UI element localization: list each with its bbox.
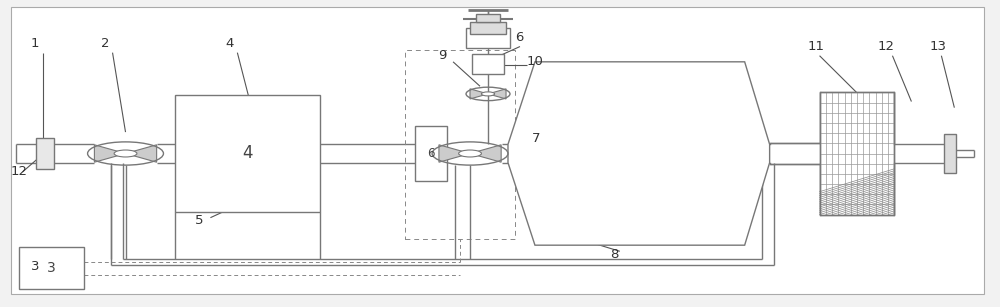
Polygon shape: [488, 89, 506, 99]
Text: 3: 3: [47, 261, 55, 275]
Text: 1: 1: [31, 37, 39, 50]
Text: 12: 12: [11, 165, 28, 178]
Bar: [415, 126, 447, 181]
Text: 4: 4: [225, 37, 234, 50]
Bar: [466, 28, 510, 48]
Bar: [36, 138, 54, 169]
Bar: [820, 92, 894, 215]
Polygon shape: [94, 145, 126, 162]
Text: 3: 3: [31, 260, 39, 273]
Text: 6: 6: [427, 147, 435, 160]
Bar: [175, 95, 320, 212]
Text: 2: 2: [101, 37, 109, 50]
Bar: [19, 247, 84, 290]
Polygon shape: [508, 62, 770, 245]
Text: 12: 12: [877, 40, 894, 53]
Bar: [470, 22, 506, 34]
Text: 7: 7: [532, 132, 540, 145]
Circle shape: [114, 150, 137, 157]
Polygon shape: [470, 89, 488, 99]
Polygon shape: [470, 145, 501, 162]
Circle shape: [459, 150, 481, 157]
Bar: [472, 54, 504, 74]
Text: 5: 5: [195, 214, 204, 227]
Bar: [820, 92, 894, 215]
Text: 6: 6: [515, 31, 523, 44]
Polygon shape: [439, 145, 470, 162]
Text: 9: 9: [438, 49, 446, 62]
Bar: [944, 134, 956, 173]
Text: 13: 13: [929, 40, 946, 53]
Text: 4: 4: [243, 145, 253, 162]
Circle shape: [481, 92, 495, 96]
Bar: [405, 50, 515, 239]
Text: 8: 8: [610, 248, 618, 261]
Polygon shape: [126, 145, 157, 162]
Text: 11: 11: [808, 40, 825, 53]
Bar: [476, 14, 500, 22]
Text: 10: 10: [527, 55, 544, 68]
